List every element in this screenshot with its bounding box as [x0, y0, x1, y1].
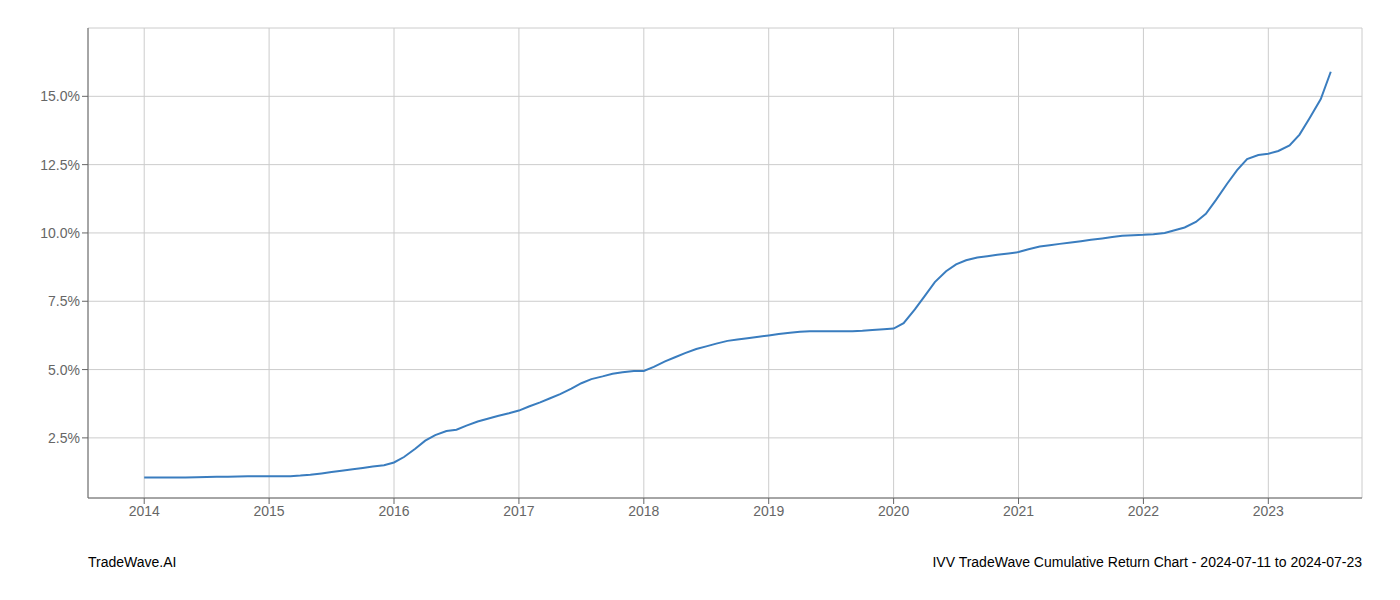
svg-text:2019: 2019 — [753, 503, 784, 519]
svg-text:5.0%: 5.0% — [48, 362, 80, 378]
svg-text:15.0%: 15.0% — [40, 88, 80, 104]
svg-text:10.0%: 10.0% — [40, 225, 80, 241]
svg-text:2022: 2022 — [1128, 503, 1159, 519]
svg-text:2017: 2017 — [503, 503, 534, 519]
svg-text:2015: 2015 — [254, 503, 285, 519]
svg-text:2023: 2023 — [1253, 503, 1284, 519]
svg-text:2018: 2018 — [628, 503, 659, 519]
html-text:IVV TradeWave Cumulative Retur: IVV TradeWave Cumulative Return Chart - … — [932, 554, 1362, 570]
svg-text:2020: 2020 — [878, 503, 909, 519]
svg-text:2016: 2016 — [378, 503, 409, 519]
html-text:TradeWave.AI: TradeWave.AI — [88, 554, 177, 570]
svg-text:2.5%: 2.5% — [48, 430, 80, 446]
svg-text:2021: 2021 — [1003, 503, 1034, 519]
svg-text:7.5%: 7.5% — [48, 293, 80, 309]
svg-text:12.5%: 12.5% — [40, 157, 80, 173]
svg-text:2014: 2014 — [129, 503, 160, 519]
